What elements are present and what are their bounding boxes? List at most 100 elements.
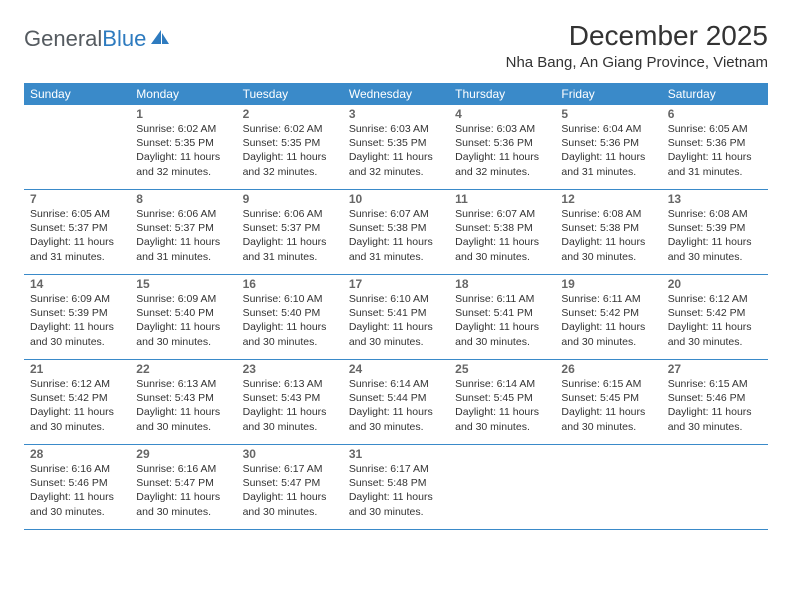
sunrise-text: Sunrise: 6:13 AM [136, 377, 230, 391]
sunset-text: Sunset: 5:42 PM [30, 391, 124, 405]
day-number: 14 [30, 277, 124, 291]
day-number: 25 [455, 362, 549, 376]
day-header-sun: Sunday [24, 83, 130, 105]
sunrise-text: Sunrise: 6:12 AM [668, 292, 762, 306]
day-number: 29 [136, 447, 230, 461]
day-info: Sunrise: 6:04 AMSunset: 5:36 PMDaylight:… [561, 122, 655, 179]
sunrise-text: Sunrise: 6:14 AM [455, 377, 549, 391]
brand-part1: General [24, 26, 102, 52]
daylight-text: Daylight: 11 hours and 30 minutes. [243, 490, 337, 518]
daylight-text: Daylight: 11 hours and 30 minutes. [561, 405, 655, 433]
daylight-text: Daylight: 11 hours and 30 minutes. [455, 235, 549, 263]
day-header-wed: Wednesday [343, 83, 449, 105]
day-info: Sunrise: 6:08 AMSunset: 5:38 PMDaylight:… [561, 207, 655, 264]
brand-logo: GeneralBlue [24, 20, 171, 52]
day-number: 4 [455, 107, 549, 121]
day-cell: 19Sunrise: 6:11 AMSunset: 5:42 PMDayligh… [555, 275, 661, 359]
day-info: Sunrise: 6:14 AMSunset: 5:44 PMDaylight:… [349, 377, 443, 434]
day-number: 10 [349, 192, 443, 206]
sunrise-text: Sunrise: 6:17 AM [243, 462, 337, 476]
sunset-text: Sunset: 5:44 PM [349, 391, 443, 405]
daylight-text: Daylight: 11 hours and 30 minutes. [668, 320, 762, 348]
sunrise-text: Sunrise: 6:15 AM [561, 377, 655, 391]
day-cell: 7Sunrise: 6:05 AMSunset: 5:37 PMDaylight… [24, 190, 130, 274]
sunset-text: Sunset: 5:36 PM [561, 136, 655, 150]
sunrise-text: Sunrise: 6:08 AM [561, 207, 655, 221]
day-info: Sunrise: 6:03 AMSunset: 5:36 PMDaylight:… [455, 122, 549, 179]
day-info: Sunrise: 6:13 AMSunset: 5:43 PMDaylight:… [136, 377, 230, 434]
day-number: 17 [349, 277, 443, 291]
day-number: 13 [668, 192, 762, 206]
sunrise-text: Sunrise: 6:02 AM [243, 122, 337, 136]
day-info: Sunrise: 6:11 AMSunset: 5:41 PMDaylight:… [455, 292, 549, 349]
day-info: Sunrise: 6:11 AMSunset: 5:42 PMDaylight:… [561, 292, 655, 349]
daylight-text: Daylight: 11 hours and 30 minutes. [243, 320, 337, 348]
month-title: December 2025 [506, 20, 768, 52]
day-number: 24 [349, 362, 443, 376]
day-number: 9 [243, 192, 337, 206]
weeks-container: 1Sunrise: 6:02 AMSunset: 5:35 PMDaylight… [24, 105, 768, 530]
sunrise-text: Sunrise: 6:13 AM [243, 377, 337, 391]
sunrise-text: Sunrise: 6:16 AM [30, 462, 124, 476]
day-info: Sunrise: 6:03 AMSunset: 5:35 PMDaylight:… [349, 122, 443, 179]
daylight-text: Daylight: 11 hours and 30 minutes. [561, 320, 655, 348]
day-info: Sunrise: 6:06 AMSunset: 5:37 PMDaylight:… [136, 207, 230, 264]
day-number: 20 [668, 277, 762, 291]
day-cell: 28Sunrise: 6:16 AMSunset: 5:46 PMDayligh… [24, 445, 130, 529]
sunset-text: Sunset: 5:48 PM [349, 476, 443, 490]
day-info: Sunrise: 6:14 AMSunset: 5:45 PMDaylight:… [455, 377, 549, 434]
daylight-text: Daylight: 11 hours and 32 minutes. [455, 150, 549, 178]
day-header-mon: Monday [130, 83, 236, 105]
day-cell: 31Sunrise: 6:17 AMSunset: 5:48 PMDayligh… [343, 445, 449, 529]
sunrise-text: Sunrise: 6:02 AM [136, 122, 230, 136]
sunset-text: Sunset: 5:42 PM [668, 306, 762, 320]
sunrise-text: Sunrise: 6:04 AM [561, 122, 655, 136]
day-cell: 22Sunrise: 6:13 AMSunset: 5:43 PMDayligh… [130, 360, 236, 444]
day-cell: 6Sunrise: 6:05 AMSunset: 5:36 PMDaylight… [662, 105, 768, 189]
sunrise-text: Sunrise: 6:05 AM [30, 207, 124, 221]
day-number: 3 [349, 107, 443, 121]
day-cell: 30Sunrise: 6:17 AMSunset: 5:47 PMDayligh… [237, 445, 343, 529]
day-cell: 9Sunrise: 6:06 AMSunset: 5:37 PMDaylight… [237, 190, 343, 274]
daylight-text: Daylight: 11 hours and 31 minutes. [243, 235, 337, 263]
daylight-text: Daylight: 11 hours and 31 minutes. [349, 235, 443, 263]
day-number: 30 [243, 447, 337, 461]
sunset-text: Sunset: 5:43 PM [136, 391, 230, 405]
day-info: Sunrise: 6:05 AMSunset: 5:37 PMDaylight:… [30, 207, 124, 264]
daylight-text: Daylight: 11 hours and 30 minutes. [136, 320, 230, 348]
sunset-text: Sunset: 5:47 PM [136, 476, 230, 490]
day-number: 26 [561, 362, 655, 376]
sunset-text: Sunset: 5:38 PM [455, 221, 549, 235]
daylight-text: Daylight: 11 hours and 31 minutes. [561, 150, 655, 178]
day-info: Sunrise: 6:12 AMSunset: 5:42 PMDaylight:… [30, 377, 124, 434]
sunrise-text: Sunrise: 6:06 AM [136, 207, 230, 221]
sunrise-text: Sunrise: 6:11 AM [561, 292, 655, 306]
day-number: 12 [561, 192, 655, 206]
day-cell: 3Sunrise: 6:03 AMSunset: 5:35 PMDaylight… [343, 105, 449, 189]
sunrise-text: Sunrise: 6:09 AM [136, 292, 230, 306]
sunrise-text: Sunrise: 6:07 AM [455, 207, 549, 221]
sunset-text: Sunset: 5:35 PM [243, 136, 337, 150]
daylight-text: Daylight: 11 hours and 32 minutes. [136, 150, 230, 178]
location-text: Nha Bang, An Giang Province, Vietnam [506, 54, 768, 71]
day-info: Sunrise: 6:07 AMSunset: 5:38 PMDaylight:… [349, 207, 443, 264]
sunset-text: Sunset: 5:40 PM [136, 306, 230, 320]
day-header-thu: Thursday [449, 83, 555, 105]
day-info: Sunrise: 6:02 AMSunset: 5:35 PMDaylight:… [136, 122, 230, 179]
daylight-text: Daylight: 11 hours and 30 minutes. [561, 235, 655, 263]
week-row: 14Sunrise: 6:09 AMSunset: 5:39 PMDayligh… [24, 275, 768, 360]
sunrise-text: Sunrise: 6:11 AM [455, 292, 549, 306]
daylight-text: Daylight: 11 hours and 30 minutes. [668, 405, 762, 433]
sunset-text: Sunset: 5:43 PM [243, 391, 337, 405]
day-info: Sunrise: 6:13 AMSunset: 5:43 PMDaylight:… [243, 377, 337, 434]
daylight-text: Daylight: 11 hours and 31 minutes. [30, 235, 124, 263]
sunset-text: Sunset: 5:42 PM [561, 306, 655, 320]
sunset-text: Sunset: 5:45 PM [561, 391, 655, 405]
sunrise-text: Sunrise: 6:09 AM [30, 292, 124, 306]
day-number: 2 [243, 107, 337, 121]
day-cell: 20Sunrise: 6:12 AMSunset: 5:42 PMDayligh… [662, 275, 768, 359]
sunset-text: Sunset: 5:35 PM [136, 136, 230, 150]
day-cell: 18Sunrise: 6:11 AMSunset: 5:41 PMDayligh… [449, 275, 555, 359]
daylight-text: Daylight: 11 hours and 32 minutes. [349, 150, 443, 178]
day-info: Sunrise: 6:17 AMSunset: 5:48 PMDaylight:… [349, 462, 443, 519]
